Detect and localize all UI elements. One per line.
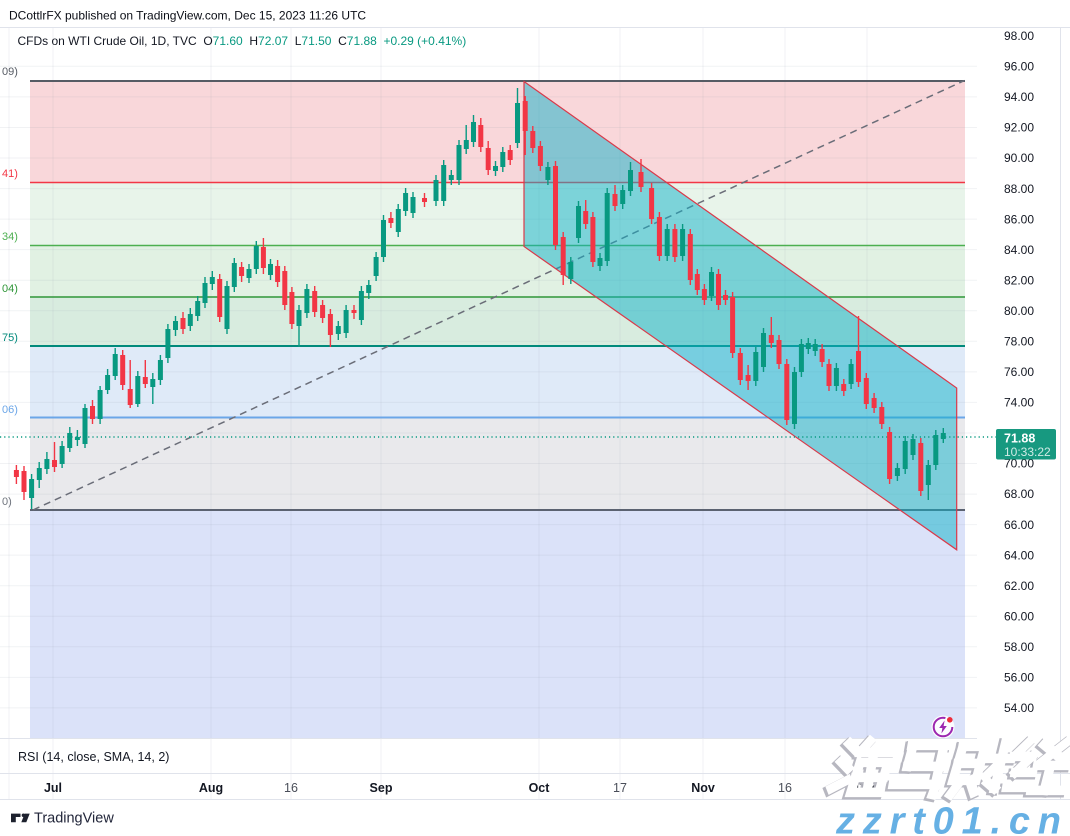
svg-text:zzrt01.cn: zzrt01.cn xyxy=(835,801,1069,836)
svg-text:64.00: 64.00 xyxy=(1004,548,1034,562)
svg-text:TradingView: TradingView xyxy=(34,811,114,827)
svg-text:10:33:22: 10:33:22 xyxy=(1004,445,1051,459)
svg-text:16: 16 xyxy=(778,781,792,795)
svg-text:16: 16 xyxy=(284,781,298,795)
svg-text:70.00: 70.00 xyxy=(1004,457,1034,471)
svg-text:56.00: 56.00 xyxy=(1004,671,1034,685)
svg-text:06): 06) xyxy=(2,404,18,416)
svg-text:96.00: 96.00 xyxy=(1004,60,1034,74)
svg-text:62.00: 62.00 xyxy=(1004,579,1034,593)
svg-text:60.00: 60.00 xyxy=(1004,610,1034,624)
svg-text:75): 75) xyxy=(2,332,18,344)
svg-text:92.00: 92.00 xyxy=(1004,121,1034,135)
svg-text:CFDs on WTI Crude Oil, 1D, TVC: CFDs on WTI Crude Oil, 1D, TVC O71.60 H7… xyxy=(18,34,467,48)
svg-text:80.00: 80.00 xyxy=(1004,304,1034,318)
svg-text:74.00: 74.00 xyxy=(1004,396,1034,410)
svg-text:04): 04) xyxy=(2,283,18,295)
svg-text:0): 0) xyxy=(2,496,12,508)
svg-text:68.00: 68.00 xyxy=(1004,487,1034,501)
svg-text:41): 41) xyxy=(2,168,18,180)
svg-text:Nov: Nov xyxy=(691,781,715,795)
svg-text:09): 09) xyxy=(2,66,18,78)
svg-text:58.00: 58.00 xyxy=(1004,640,1034,654)
svg-text:17: 17 xyxy=(613,781,627,795)
svg-text:DCottlrFX published on Trading: DCottlrFX published on TradingView.com, … xyxy=(9,9,366,23)
svg-text:98.00: 98.00 xyxy=(1004,29,1034,43)
svg-text:82.00: 82.00 xyxy=(1004,273,1034,287)
svg-text:66.00: 66.00 xyxy=(1004,518,1034,532)
svg-text:34): 34) xyxy=(2,231,18,243)
svg-text:RSI (14, close, SMA, 14, 2): RSI (14, close, SMA, 14, 2) xyxy=(18,750,169,764)
svg-text:90.00: 90.00 xyxy=(1004,151,1034,165)
svg-text:78.00: 78.00 xyxy=(1004,335,1034,349)
svg-text:84.00: 84.00 xyxy=(1004,243,1034,257)
svg-text:76.00: 76.00 xyxy=(1004,365,1034,379)
svg-text:94.00: 94.00 xyxy=(1004,90,1034,104)
svg-text:71.88: 71.88 xyxy=(1004,432,1035,446)
svg-text:Jul: Jul xyxy=(44,781,62,795)
svg-text:86.00: 86.00 xyxy=(1004,212,1034,226)
svg-text:88.00: 88.00 xyxy=(1004,182,1034,196)
svg-text:Aug: Aug xyxy=(199,781,223,795)
svg-text:Sep: Sep xyxy=(370,781,393,795)
svg-text:Oct: Oct xyxy=(529,781,551,795)
svg-text:54.00: 54.00 xyxy=(1004,701,1034,715)
